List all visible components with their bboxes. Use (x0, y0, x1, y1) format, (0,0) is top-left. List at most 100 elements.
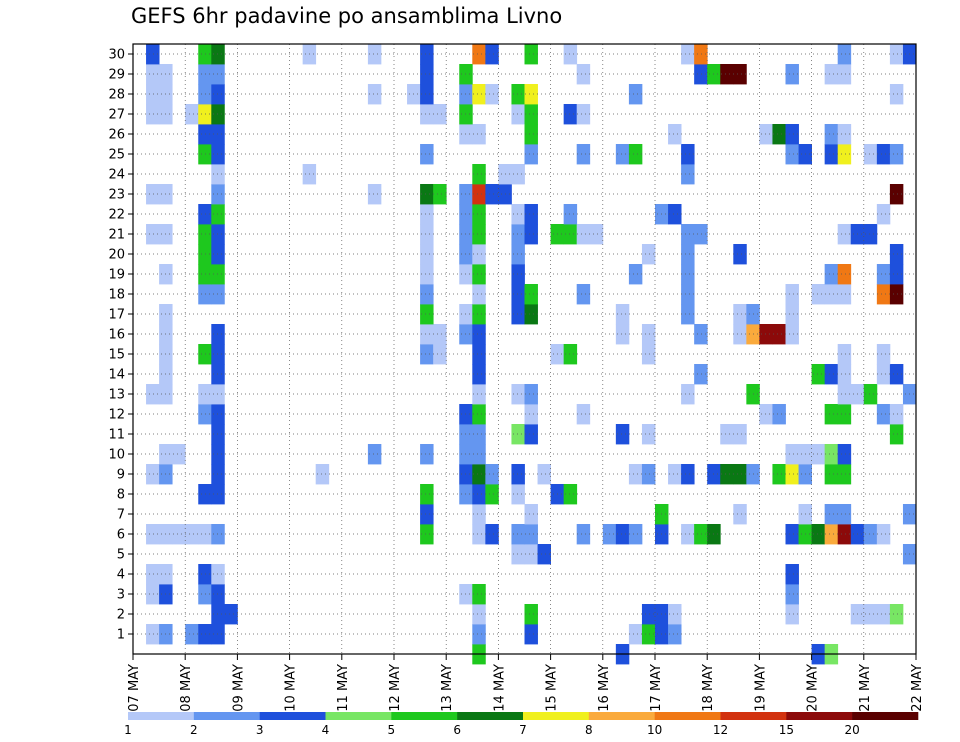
heatmap-cell (889, 284, 904, 305)
heatmap-cell (889, 604, 904, 625)
heatmap-cell (563, 104, 578, 125)
y-tick-label: 6 (117, 528, 125, 543)
heatmap-cell (641, 604, 656, 625)
heatmap-cell (198, 284, 212, 305)
heatmap-cell (198, 344, 212, 365)
y-tick-label: 14 (108, 368, 125, 383)
y-tick-label: 28 (108, 88, 125, 103)
x-tick-label: 15 MAY (545, 664, 560, 712)
y-tick-label: 11 (108, 428, 125, 443)
heatmap-cell (889, 184, 904, 205)
heatmap-cell (472, 84, 486, 105)
legend-label: 10 (647, 723, 662, 737)
heatmap-cell (511, 264, 525, 285)
heatmap-cell (472, 504, 486, 525)
heatmap-cell (420, 504, 434, 525)
heatmap-cell (785, 324, 799, 345)
x-tick-label: 22 MAY (910, 664, 925, 712)
heatmap-cell (211, 584, 225, 605)
y-tick-label: 4 (117, 568, 125, 583)
heatmap-cell (420, 184, 434, 205)
heatmap-cell (420, 324, 434, 345)
heatmap-cell (198, 204, 212, 225)
heatmap-cell (420, 304, 434, 325)
heatmap-cell (172, 524, 186, 545)
heatmap-cell (628, 144, 643, 165)
heatmap-cell (211, 104, 225, 125)
heatmap-cell (524, 404, 538, 425)
heatmap-cell (146, 104, 160, 125)
heatmap-cell (694, 324, 708, 345)
y-tick-label: 18 (108, 288, 125, 303)
heatmap-cell (889, 264, 904, 285)
heatmap-cell (511, 544, 525, 565)
heatmap-cell (472, 344, 486, 365)
heatmap-cell (511, 524, 525, 545)
heatmap-cell (837, 444, 852, 465)
legend-label: 8 (585, 723, 593, 737)
heatmap-cell (837, 364, 852, 385)
y-tick-label: 1 (117, 628, 125, 643)
heatmap-cell (824, 284, 839, 305)
heatmap-cell (420, 264, 434, 285)
heatmap-cell (211, 84, 225, 105)
heatmap-cell (511, 244, 525, 265)
y-axis-tick-labels: 1234567891011121314151617181920212223242… (108, 48, 125, 643)
heatmap-cell (420, 64, 434, 85)
heatmap-cell (563, 224, 578, 245)
heatmap-cell (681, 464, 695, 485)
heatmap-cell (524, 104, 538, 125)
heatmap-cell (615, 144, 630, 165)
legend-swatch (523, 712, 590, 720)
heatmap-cell (837, 284, 852, 305)
heatmap-cell (524, 204, 538, 225)
heatmap-cell (641, 624, 656, 645)
heatmap-cell (681, 304, 695, 325)
heatmap-cell (889, 84, 904, 105)
heatmap-cell (524, 504, 538, 525)
heatmap-cell (211, 564, 225, 585)
heatmap-cell (889, 144, 904, 165)
heatmap-cell (472, 444, 486, 465)
legend-label: 4 (322, 723, 330, 737)
legend-swatch (391, 712, 458, 720)
heatmap-cell (511, 224, 525, 245)
heatmap-cell (863, 224, 878, 245)
heatmap-cell (772, 404, 786, 425)
x-tick-label: 20 MAY (806, 664, 821, 712)
heatmap-cell (146, 184, 160, 205)
heatmap-cell (472, 184, 486, 205)
heatmap-cell (837, 404, 852, 425)
legend-label: 12 (713, 723, 728, 737)
heatmap-cell (198, 624, 212, 645)
heatmap-cell (485, 464, 499, 485)
heatmap-cell (811, 444, 826, 465)
heatmap-cell (420, 44, 434, 65)
heatmap-cell (511, 424, 525, 445)
heatmap-cell (485, 44, 499, 65)
heatmap-cell (211, 384, 225, 405)
heatmap-cell (146, 584, 160, 605)
heatmap-cell (524, 424, 538, 445)
heatmap-cell (785, 144, 799, 165)
heatmap-cell (524, 604, 538, 625)
heatmap-cell (524, 384, 538, 405)
heatmap-cell (524, 44, 538, 65)
heatmap-cell (472, 524, 486, 545)
heatmap-cell (863, 384, 878, 405)
heatmap-cell (681, 144, 695, 165)
heatmap-cell (563, 484, 578, 505)
heatmap-cell (824, 524, 839, 545)
heatmap-cell (824, 444, 839, 465)
x-tick-label: 18 MAY (701, 664, 716, 712)
heatmap-cell (733, 244, 747, 265)
heatmap-cell (511, 284, 525, 305)
heatmap-cell (433, 344, 447, 365)
heatmap-cell (511, 484, 525, 505)
heatmap-cell (315, 464, 330, 485)
heatmap-cell (420, 484, 434, 505)
heatmap-cell (889, 404, 904, 425)
heatmap-cell (589, 224, 604, 245)
y-tick-label: 12 (108, 408, 125, 423)
